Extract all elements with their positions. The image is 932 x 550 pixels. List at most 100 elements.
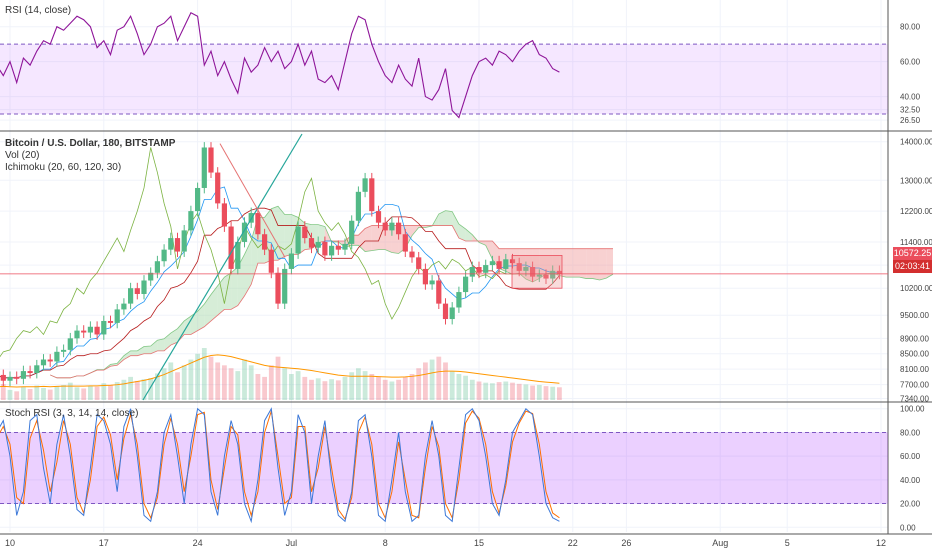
volume-bar [463, 375, 468, 400]
volume-bar [27, 389, 33, 400]
candle-body [503, 259, 509, 269]
volume-bar [543, 386, 549, 400]
candle-body [449, 307, 455, 320]
price-axis-label: 8900.00 [900, 334, 929, 343]
kumo-cloud-segment [378, 225, 386, 250]
kumo-cloud-segment [365, 225, 372, 252]
volume-bar [14, 391, 20, 400]
volume-bar [262, 376, 267, 400]
candle-body [154, 261, 160, 273]
kumo-cloud-segment [231, 267, 238, 310]
kumo-cloud-segment [137, 346, 144, 356]
chart-drawings[interactable] [0, 133, 888, 401]
kumo-cloud-segment [130, 350, 138, 356]
candle-body [496, 261, 502, 269]
price-axis-label: 7700.00 [900, 381, 929, 390]
volume-bar [329, 379, 334, 400]
candle-body [489, 261, 495, 266]
price-axis-label: 8100.00 [900, 365, 929, 374]
candle-body [409, 251, 415, 258]
price-axis-label: 8500.00 [900, 350, 929, 359]
volume-bar [235, 371, 241, 400]
volume-bar [476, 381, 482, 400]
kumo-cloud-segment [458, 224, 466, 241]
candle-body [54, 351, 60, 362]
candle-body [7, 376, 13, 381]
volume-bar [0, 384, 6, 400]
time-axis[interactable]: 101724Jul8152226Aug51219 [5, 538, 932, 548]
kumo-cloud-segment [278, 206, 285, 261]
kumo-cloud-segment [177, 320, 185, 343]
volume-bar [449, 371, 455, 400]
candle-body [221, 203, 227, 227]
kumo-cloud-segment [452, 211, 459, 239]
volume-bar [402, 376, 408, 400]
kumo-cloud-segment [211, 285, 218, 321]
candle-body [121, 303, 127, 310]
candle-body [556, 270, 562, 274]
candle-body [87, 326, 93, 333]
volume-bar [128, 376, 133, 400]
candle-body [262, 234, 268, 250]
kumo-cloud-segment [572, 248, 580, 278]
kumo-cloud-segment [566, 248, 573, 278]
volume-bar [275, 356, 281, 400]
rsi-legend[interactable]: RSI (14, close) [5, 5, 72, 16]
candle-body [302, 226, 308, 239]
candle-body [255, 213, 261, 235]
volume-bar [54, 386, 60, 400]
candle-body [335, 245, 341, 250]
kumo-cloud-segment [217, 277, 225, 316]
candlesticks[interactable] [0, 142, 562, 387]
volume-bar [168, 362, 174, 400]
symbol-legend[interactable]: Bitcoin / U.S. Dollar, 180, BITSTAMP [5, 138, 176, 149]
candle-body [215, 172, 221, 204]
volume-bar [516, 383, 522, 400]
price-axis-label: 9500.00 [900, 311, 929, 320]
volume-bar [309, 379, 314, 400]
candle-body [208, 147, 214, 173]
volume-bar [248, 365, 254, 400]
indicator-bands [0, 43, 888, 505]
kumo-cloud-segment [150, 340, 158, 354]
kumo-cloud-segment [599, 248, 607, 281]
volume-bar [208, 356, 214, 400]
candle-body [81, 330, 87, 333]
volume-bar [289, 374, 294, 400]
volume-bar [228, 368, 234, 400]
volume-bar [148, 378, 154, 400]
candle-body [483, 265, 489, 273]
rsi-axis-label: 40.00 [900, 93, 921, 102]
candle-body [268, 249, 274, 273]
candle-body [396, 222, 402, 235]
candle-body [543, 274, 549, 279]
kumo-cloud-segment [123, 350, 131, 360]
kumo-cloud-segment [586, 248, 593, 279]
candle-body [275, 272, 281, 304]
candle-body [174, 238, 181, 252]
stoch-rsi-legend[interactable]: Stoch RSI (3, 3, 14, 14, close) [5, 408, 139, 419]
candle-body [416, 257, 422, 269]
volume-bar [315, 378, 321, 400]
candle-body [181, 230, 187, 252]
price-axis-label: 12200.00 [900, 207, 932, 216]
volume-bar [255, 374, 261, 400]
volume-bar [81, 388, 87, 400]
stoch-axis-label: 100.00 [900, 405, 925, 414]
volume-bar [114, 382, 120, 400]
candle-body [161, 249, 167, 262]
candle-body [308, 238, 315, 248]
volume-bars [0, 348, 562, 400]
candle-body [550, 270, 556, 279]
kumo-cloud-segment [244, 240, 252, 296]
volume-bar [523, 384, 529, 400]
volume-bar [215, 362, 221, 400]
volume-bar [41, 387, 46, 400]
volume-legend[interactable]: Vol (20) [5, 150, 40, 161]
kumo-cloud-segment [539, 248, 546, 279]
ichimoku-legend[interactable]: Ichimoku (20, 60, 120, 30) [5, 162, 122, 173]
last-price-tag: 10572.25 [893, 247, 932, 260]
volume-bar [322, 381, 328, 400]
